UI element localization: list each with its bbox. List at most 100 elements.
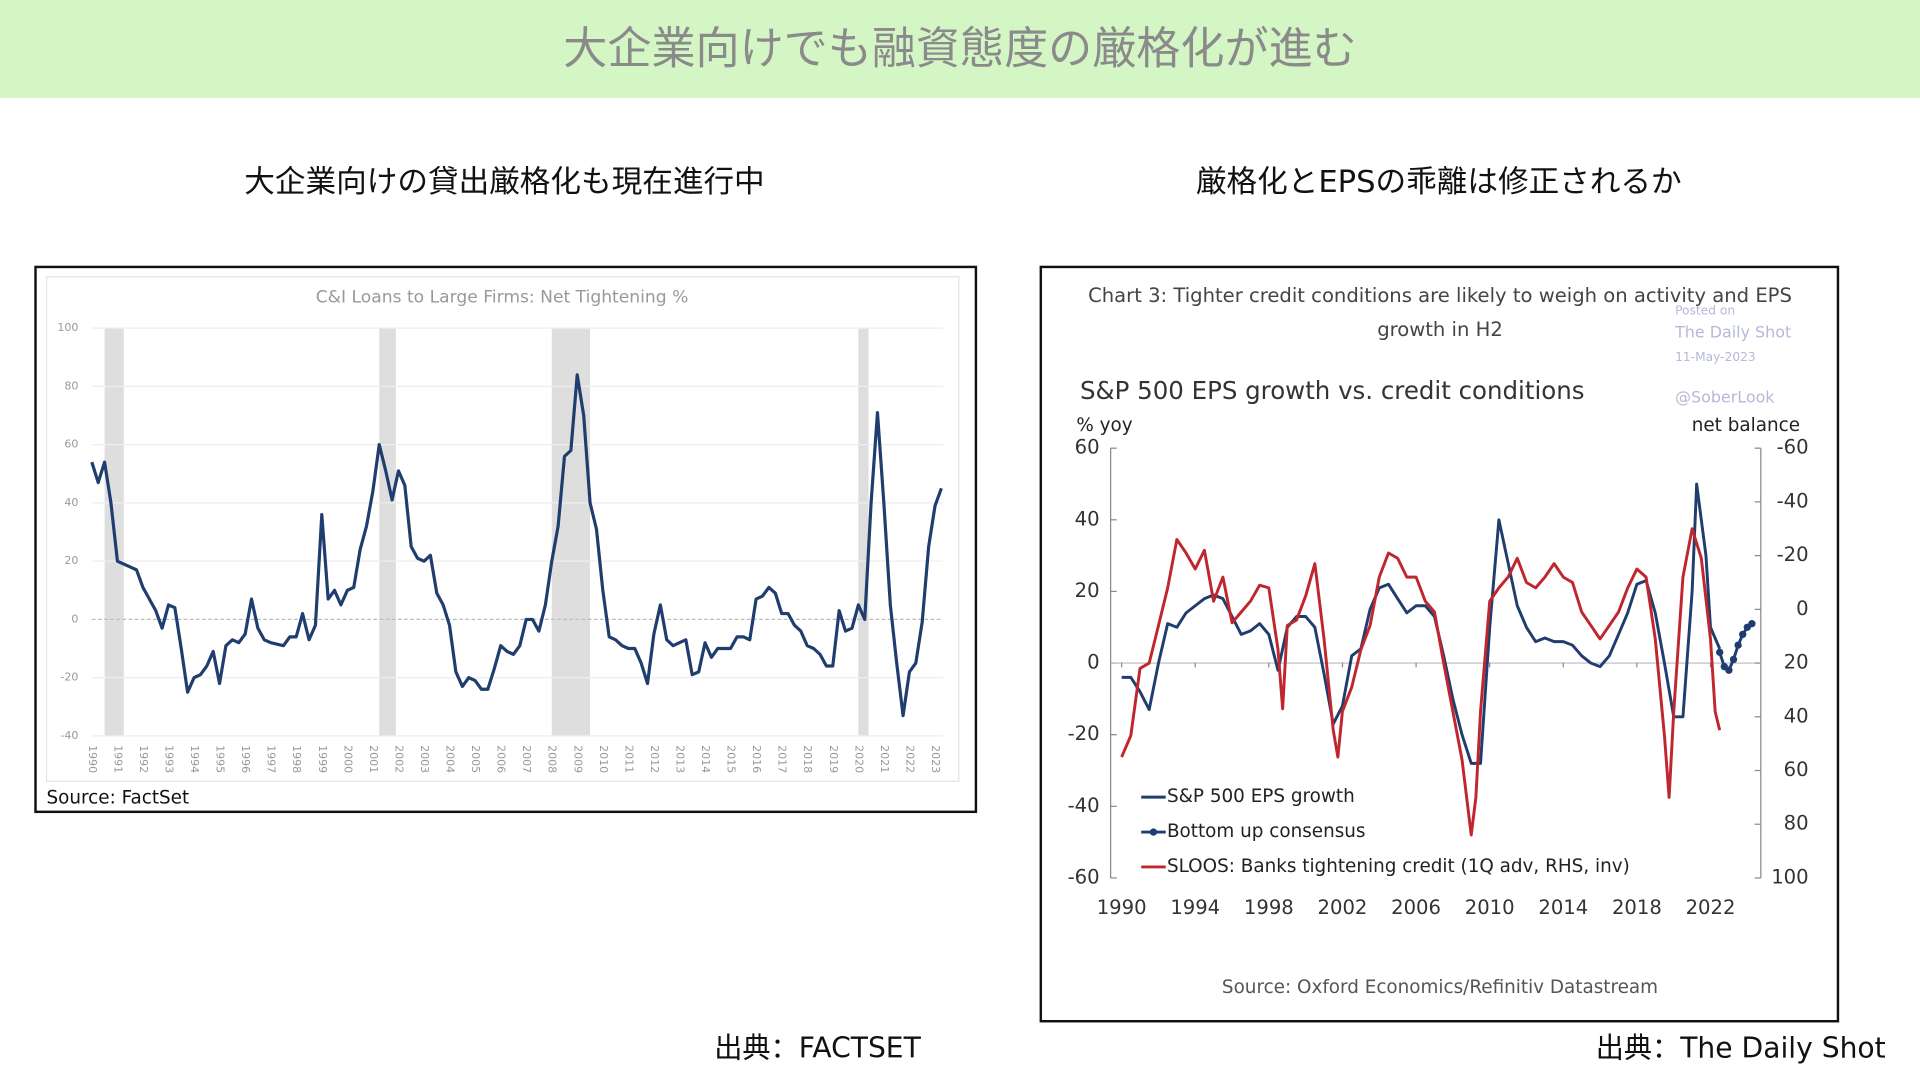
x-tick-label: 2020 <box>852 745 865 773</box>
x-tick-label: 2002 <box>1318 896 1368 919</box>
y2-tick-label: 0 <box>1796 597 1808 620</box>
x-tick-label: 2016 <box>750 745 763 773</box>
x-tick-label: 2014 <box>699 745 712 773</box>
x-tick-label: 2009 <box>571 745 584 773</box>
page-title: 大企業向けでも融資態度の厳格化が進む <box>563 23 1356 74</box>
watermark: @SoberLook <box>1675 387 1775 406</box>
y-tick-label: 0 <box>1087 651 1099 674</box>
data-point <box>1716 648 1724 656</box>
data-line <box>1121 482 1722 765</box>
chart-title: growth in H2 <box>1377 318 1503 341</box>
y-tick-label: -40 <box>1068 794 1100 817</box>
data-point <box>1729 655 1738 664</box>
y2-tick-label: 60 <box>1784 758 1809 781</box>
data-point <box>1734 641 1742 649</box>
y-axis-label: % yoy <box>1076 415 1132 436</box>
y-tick-label: 40 <box>1075 507 1100 530</box>
left-source: Source: FactSet <box>47 787 190 808</box>
x-tick-label: 2006 <box>1391 896 1441 919</box>
left-credit: 出典：FACTSET <box>714 1031 921 1064</box>
x-tick-label: 2003 <box>418 745 431 773</box>
y-tick-label: 20 <box>64 554 78 567</box>
watermark: Posted on <box>1675 304 1735 318</box>
x-tick-label: 1993 <box>162 745 175 773</box>
chart-title: C&I Loans to Large Firms: Net Tightening… <box>316 288 689 308</box>
legend-label: Bottom up consensus <box>1167 821 1366 842</box>
left-inner <box>45 276 960 782</box>
x-tick-label: 2012 <box>648 745 661 773</box>
x-tick-label: 1995 <box>214 745 227 773</box>
legend-marker <box>1149 828 1158 836</box>
x-tick-label: 1991 <box>111 745 124 773</box>
x-tick-label: 2013 <box>673 745 686 773</box>
y2-tick-label: -20 <box>1777 543 1809 566</box>
x-tick-label: 1997 <box>265 745 278 773</box>
y2-tick-label: 100 <box>1771 865 1808 888</box>
y-tick-label: 40 <box>64 496 78 509</box>
x-tick-label: 2022 <box>1686 896 1736 919</box>
x-tick-label: 2007 <box>520 745 533 773</box>
x-tick-label: 2006 <box>495 745 508 773</box>
x-tick-label: 2018 <box>1612 896 1662 919</box>
y-tick-label: -20 <box>1068 722 1100 745</box>
x-tick-label: 1994 <box>1170 896 1220 919</box>
x-tick-label: 1996 <box>239 745 252 773</box>
y2-axis-label: net balance <box>1692 415 1800 436</box>
x-tick-label: 2018 <box>801 745 814 773</box>
y-tick-label: -20 <box>60 671 78 684</box>
x-tick-label: 1990 <box>1097 896 1147 919</box>
y-tick-label: 20 <box>1075 579 1100 602</box>
x-tick-label: 2023 <box>929 745 942 773</box>
data-point <box>1739 630 1747 639</box>
legend-label: SLOOS: Banks tightening credit (1Q adv, … <box>1167 856 1630 877</box>
y2-tick-label: 80 <box>1784 812 1809 835</box>
x-tick-label: 2022 <box>903 745 916 773</box>
y2-tick-label: -60 <box>1777 436 1809 459</box>
y2-tick-label: -40 <box>1777 489 1809 512</box>
right-credit: 出典：The Daily Shot <box>1596 1031 1886 1064</box>
y-tick-label: 60 <box>64 438 78 451</box>
x-tick-label: 2000 <box>341 745 354 773</box>
y2-tick-label: 40 <box>1784 704 1809 727</box>
data-point <box>1725 666 1733 674</box>
x-tick-label: 2021 <box>878 745 891 773</box>
shaded-period <box>379 328 396 736</box>
y2-tick-label: 20 <box>1784 651 1809 674</box>
watermark: The Daily Shot <box>1674 323 1791 342</box>
data-line <box>1120 527 1722 837</box>
legend-label: S&P 500 EPS growth <box>1167 786 1355 807</box>
x-tick-label: 2002 <box>392 745 405 773</box>
y-tick-label: 0 <box>71 612 78 625</box>
x-tick-label: 2017 <box>776 745 789 773</box>
shaded-period <box>858 328 869 736</box>
data-line <box>90 373 943 718</box>
x-tick-label: 1999 <box>316 745 329 773</box>
y-tick-label: -40 <box>60 729 78 742</box>
header-band <box>0 0 1920 98</box>
x-tick-label: 2001 <box>367 745 380 773</box>
source: Source: Oxford Economics/Refinitiv Datas… <box>1222 977 1658 998</box>
y-tick-label: -60 <box>1068 865 1100 888</box>
y-tick-label: 80 <box>64 379 78 392</box>
x-tick-label: 2015 <box>725 745 738 773</box>
watermark: 11-May-2023 <box>1675 350 1756 364</box>
x-tick-label: 2005 <box>469 745 482 773</box>
x-tick-label: 1998 <box>290 745 303 773</box>
x-tick-label: 1992 <box>137 745 150 773</box>
x-tick-label: 2008 <box>546 745 559 773</box>
chart-subtitle: S&P 500 EPS growth vs. credit conditions <box>1080 376 1584 405</box>
x-tick-label: 2019 <box>827 745 840 773</box>
y-tick-label: 100 <box>57 321 78 334</box>
x-tick-label: 1998 <box>1244 896 1294 919</box>
x-tick-label: 1994 <box>188 745 201 773</box>
x-tick-label: 2010 <box>597 745 610 773</box>
left-heading: 大企業向けの貸出厳格化も現在進行中 <box>244 165 764 200</box>
x-tick-label: 2014 <box>1538 896 1588 919</box>
y-tick-label: 60 <box>1075 436 1100 459</box>
x-tick-label: 1990 <box>86 745 99 773</box>
data-point <box>1748 619 1756 628</box>
x-tick-label: 2010 <box>1465 896 1515 919</box>
x-tick-label: 2011 <box>622 745 635 773</box>
